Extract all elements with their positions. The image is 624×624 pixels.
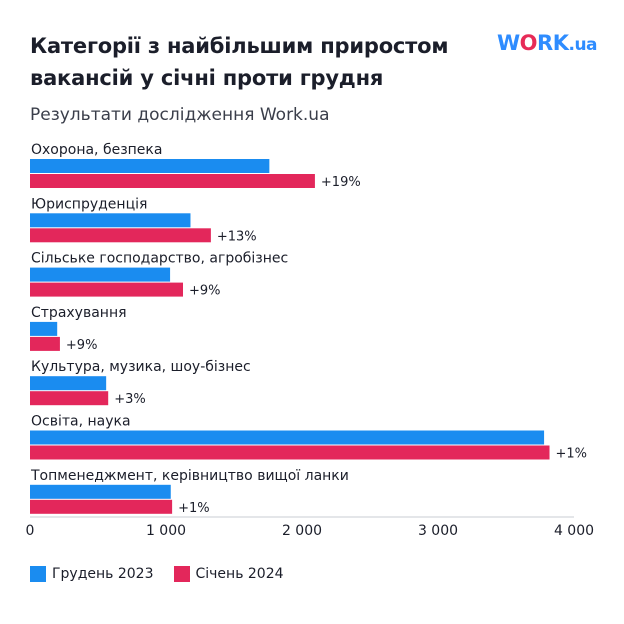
legend-swatch-december: [30, 566, 46, 582]
x-tick-label: 0: [26, 523, 35, 539]
bar-december: [30, 484, 171, 499]
logo-rk: RK: [537, 31, 569, 55]
bar-january: [30, 499, 173, 514]
x-tick-label: 3 000: [418, 523, 458, 539]
logo-domain: .ua: [568, 35, 598, 55]
category-label: Страхування: [31, 305, 127, 321]
data-label: +1%: [556, 447, 588, 462]
legend-label-january: Січень 2024: [195, 566, 284, 582]
x-tick-label: 4 000: [554, 523, 594, 539]
legend-label-december: Грудень 2023: [52, 566, 154, 582]
data-label: +13%: [217, 229, 257, 244]
bar-january: [30, 282, 183, 297]
logo-w: W: [497, 31, 520, 55]
chart-legend: Грудень 2023 Січень 2024: [30, 566, 284, 582]
legend-item-january: Січень 2024: [173, 566, 284, 582]
chart-subtitle: Результати дослідження Work.ua: [30, 105, 330, 125]
bar-december: [30, 430, 545, 445]
bar-january: [30, 228, 211, 243]
bar-january: [30, 174, 315, 188]
bar-january: [30, 336, 60, 351]
bar-january: [30, 445, 550, 460]
bar-december: [30, 159, 270, 173]
bar-december: [30, 376, 107, 391]
data-label: +9%: [66, 338, 98, 353]
bar-december: [30, 267, 171, 282]
data-label: +9%: [189, 284, 221, 299]
logo-o: O: [519, 31, 538, 55]
category-label: Охорона, безпека: [31, 142, 162, 158]
legend-item-december: Грудень 2023: [30, 566, 154, 582]
bar-december: [30, 213, 191, 228]
category-label: Юриспруденція: [31, 196, 147, 212]
data-label: +19%: [321, 175, 361, 190]
work-ua-logo: WORK.ua: [497, 31, 598, 55]
data-label: +1%: [178, 501, 210, 516]
bar-december: [30, 321, 58, 336]
chart-title: Категорії з найбільшим приростом вакансі…: [30, 34, 449, 90]
category-label: Топменеджмент, керівництво вищої ланки: [30, 468, 349, 484]
category-label: Сільське господарство, агробізнес: [31, 251, 288, 267]
bar-january: [30, 391, 109, 406]
data-label: +3%: [114, 392, 146, 407]
category-label: Освіта, наука: [31, 414, 131, 430]
x-tick-label: 2 000: [282, 523, 322, 539]
category-label: Культура, музика, шоу-бізнес: [31, 359, 251, 375]
x-tick-label: 1 000: [146, 523, 186, 539]
legend-swatch-january: [173, 566, 190, 582]
